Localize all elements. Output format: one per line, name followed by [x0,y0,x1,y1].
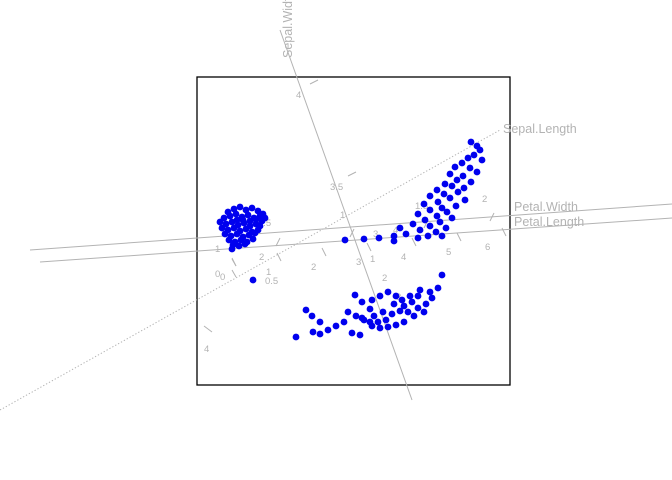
sepal-length-label: Sepal.Length [503,122,577,136]
petal-length-label: Petal.Length [514,215,584,229]
sepal-length-tick-labels: 4 [204,344,209,355]
sepal-length-ticks [204,326,212,332]
petal-width-label: Petal.Width [514,200,578,214]
cluster-virginica-points [293,272,446,341]
svg-text:6: 6 [485,242,490,253]
svg-text:4: 4 [204,344,209,355]
sepal-length-axis-line [0,130,500,410]
svg-text:1: 1 [370,254,375,265]
lower-left-ticks [232,259,236,277]
sepal-width-label: Sepal.Width [281,0,295,58]
svg-text:0: 0 [215,269,220,280]
svg-text:2: 2 [311,262,316,273]
svg-text:2: 2 [259,252,264,263]
svg-text:1: 1 [340,210,345,221]
sepal-width-axis-line [280,30,412,400]
sepal-width-ticks [310,80,356,176]
svg-text:4: 4 [296,90,301,101]
svg-text:2: 2 [382,273,387,284]
svg-text:4: 4 [401,252,406,263]
svg-text:3.5: 3.5 [330,182,343,193]
biplot-container: 0 1 2 3 4 5 6 0.5 1 1.5 2 3.5 4 4 3 4 1 [0,0,672,480]
svg-text:0.5: 0.5 [265,276,278,287]
svg-text:0: 0 [220,272,225,283]
svg-text:3: 3 [356,257,361,268]
svg-text:2: 2 [482,194,487,205]
petal-length-ticks [232,228,506,266]
svg-text:5: 5 [446,247,451,258]
svg-text:1: 1 [215,244,220,255]
petal-width-ticks [276,213,494,246]
biplot-svg: 0 1 2 3 4 5 6 0.5 1 1.5 2 3.5 4 4 3 4 1 [0,0,672,480]
cluster-versicolor-points [342,139,486,245]
